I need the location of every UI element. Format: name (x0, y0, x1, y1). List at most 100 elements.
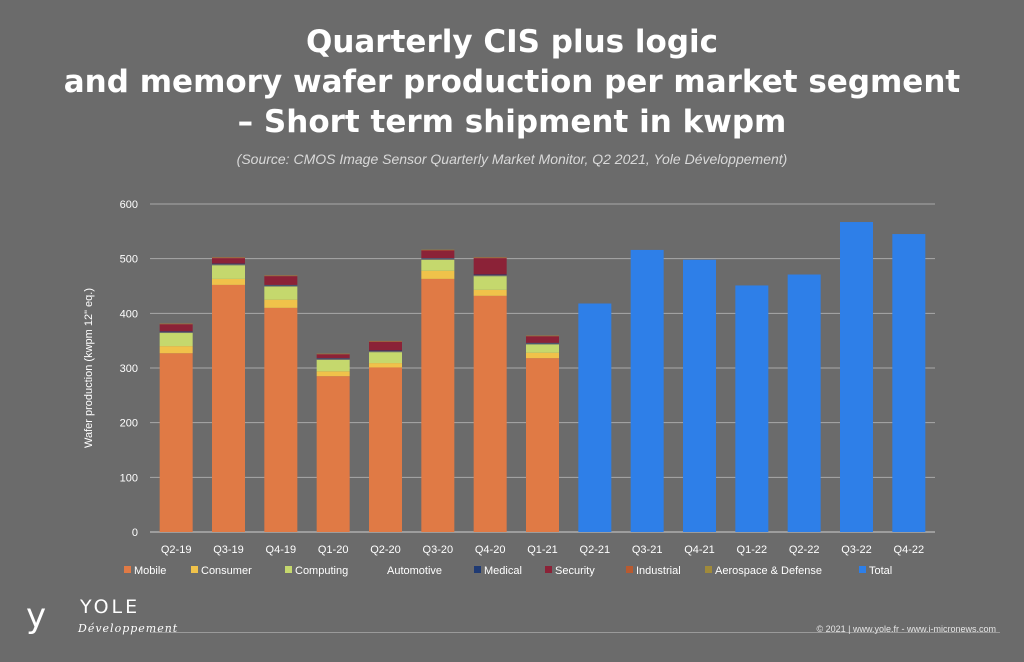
bar-automotive (316, 358, 350, 360)
x-tick-label: Q4-21 (684, 544, 715, 556)
title-line-1: Quarterly CIS plus logic (305, 24, 719, 60)
legend-swatch (545, 566, 552, 573)
bar-medical (212, 263, 245, 265)
chart-title: Quarterly CIS plus logic and memory wafe… (0, 22, 1024, 142)
legend-swatch (285, 566, 292, 573)
x-tick-label: Q1-22 (737, 544, 768, 556)
bar-consumer (369, 363, 402, 368)
bar-automotive (526, 343, 559, 345)
bar-computing (159, 333, 193, 347)
bar-automotive (473, 275, 507, 277)
bar-computing (264, 286, 298, 300)
bar-industrial (473, 257, 507, 259)
legend-swatch (377, 566, 384, 573)
bar-automotive (421, 258, 455, 260)
bar-mobile (526, 358, 559, 532)
y-tick-label: 100 (120, 472, 138, 484)
bar-industrial (421, 249, 455, 251)
x-tick-label: Q2-19 (161, 544, 192, 556)
bar-computing (316, 359, 350, 372)
y-axis-label: Wafer production (kwpm 12" eq.) (83, 288, 95, 448)
copyright-text: © 2021 | www.yole.fr - www.i-micronews.c… (816, 624, 996, 634)
bar-total (630, 249, 664, 533)
bar-total (735, 285, 769, 532)
legend-label: Medical (484, 565, 522, 577)
bar-security (212, 258, 245, 264)
bar-mobile (316, 376, 350, 532)
bar-industrial (526, 335, 559, 337)
bar-total (578, 303, 612, 532)
y-tick-label: 300 (120, 363, 138, 375)
x-tick-label: Q4-19 (266, 544, 297, 556)
y-tick-label: 200 (120, 418, 138, 430)
x-tick-label: Q3-21 (632, 544, 663, 556)
bar-security (369, 341, 402, 351)
bar-total (892, 234, 926, 533)
legend-label: Computing (295, 565, 348, 577)
bar-security (264, 276, 298, 285)
y-tick-label: 0 (132, 527, 138, 539)
bar-mobile (369, 367, 402, 532)
bar-consumer (473, 289, 507, 296)
bar-consumer (316, 371, 350, 377)
bar-total (787, 274, 821, 532)
bar-consumer (526, 352, 559, 359)
y-tick-label: 400 (120, 308, 138, 320)
bar-consumer (159, 346, 193, 354)
x-tick-label: Q2-22 (789, 544, 820, 556)
legend-label: Industrial (636, 565, 681, 577)
logo-mark: y (26, 596, 47, 636)
bar-mobile (473, 295, 507, 532)
bar-consumer (264, 299, 298, 308)
logo-subtitle: Développement (78, 622, 179, 635)
bar-medical (473, 274, 507, 276)
chart-source: (Source: CMOS Image Sensor Quarterly Mar… (236, 151, 788, 167)
logo-name: YOLE (80, 596, 141, 618)
legend-label: Aerospace & Defense (715, 565, 822, 577)
x-tick-label: Q2-21 (580, 544, 611, 556)
bar-medical (421, 258, 455, 259)
bar-security (421, 250, 455, 259)
legend-swatch (124, 566, 131, 573)
bar-total (683, 259, 716, 532)
bar-automotive (212, 264, 245, 266)
footer-divider (150, 632, 1000, 633)
bar-consumer (421, 270, 455, 279)
bar-industrial (316, 353, 350, 355)
bar-medical (264, 284, 298, 286)
legend-swatch (859, 566, 866, 573)
yole-logo: y YOLE Développement (26, 592, 177, 652)
legend-swatch (191, 566, 198, 573)
bar-security (316, 354, 350, 359)
bar-mobile (212, 284, 245, 532)
legend-swatch (626, 566, 633, 573)
legend-label: Mobile (134, 565, 166, 577)
bar-medical (526, 342, 559, 344)
legend-label: Automotive (387, 565, 442, 577)
bar-mobile (421, 278, 455, 532)
bar-total (840, 222, 873, 533)
legend-label: Consumer (201, 565, 252, 577)
bar-industrial (369, 341, 402, 342)
x-tick-label: Q1-21 (527, 544, 558, 556)
legend-swatch (705, 566, 712, 573)
bar-computing (421, 259, 455, 271)
title-line-2: and memory wafer production per market s… (63, 64, 961, 100)
bar-automotive (264, 285, 298, 287)
bar-automotive (159, 331, 193, 334)
legend-label: Security (555, 565, 595, 577)
bar-computing (526, 344, 559, 353)
bar-automotive (369, 351, 402, 353)
bar-medical (369, 350, 402, 352)
x-tick-label: Q4-22 (894, 544, 925, 556)
x-tick-label: Q4-20 (475, 544, 506, 556)
legend-swatch (474, 566, 481, 573)
bar-industrial (264, 275, 298, 277)
bar-security (526, 336, 559, 343)
bar-mobile (264, 307, 298, 532)
y-tick-label: 600 (120, 199, 138, 211)
bar-industrial (159, 323, 193, 325)
bar-mobile (159, 353, 193, 532)
y-tick-label: 500 (120, 254, 138, 266)
